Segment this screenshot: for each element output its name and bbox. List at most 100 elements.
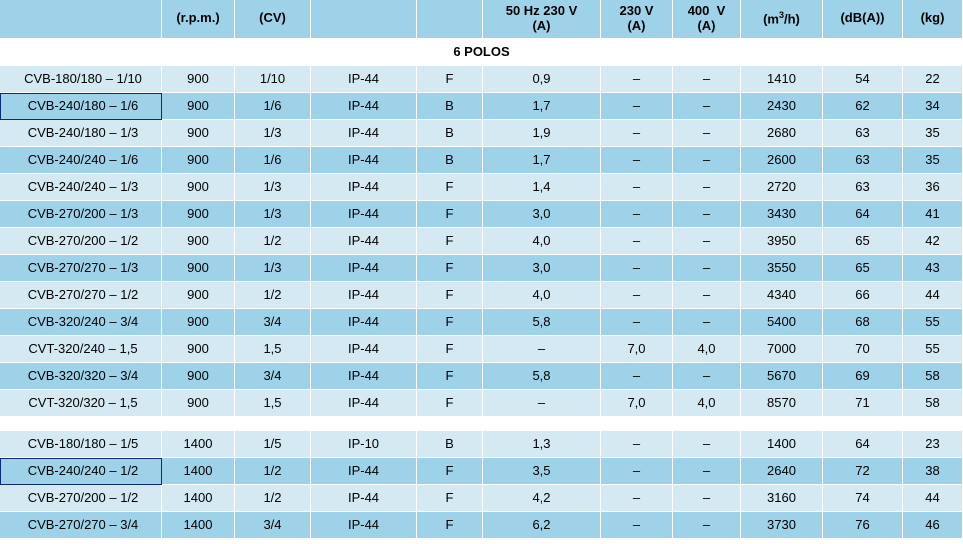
table-row: CVB-240/240 – 1/69001/6IP-44B1,7––260063… <box>0 147 963 174</box>
data-cell: 4,0 <box>673 336 741 363</box>
data-cell: – <box>673 93 741 120</box>
data-cell: 72 <box>823 458 903 485</box>
data-cell: IP-44 <box>311 485 417 512</box>
data-cell: 1410 <box>741 66 823 93</box>
data-cell: 44 <box>903 485 963 512</box>
data-cell: – <box>673 201 741 228</box>
model-cell: CVB-270/200 – 1/2 <box>0 228 162 255</box>
data-cell: – <box>673 309 741 336</box>
data-cell: 900 <box>162 147 235 174</box>
data-cell: 1,5 <box>235 336 311 363</box>
data-cell: 71 <box>823 390 903 417</box>
data-cell: 3/4 <box>235 512 311 539</box>
model-cell: CVB-240/240 – 1/2 <box>0 458 162 485</box>
data-cell: F <box>417 255 483 282</box>
data-cell: 1/10 <box>235 66 311 93</box>
data-cell: 43 <box>903 255 963 282</box>
data-cell: – <box>601 201 673 228</box>
table-row: CVB-240/180 – 1/39001/3IP-44B1,9––268063… <box>0 120 963 147</box>
data-cell: 1400 <box>162 512 235 539</box>
data-cell: 4,0 <box>673 390 741 417</box>
data-cell: B <box>417 431 483 458</box>
table-header: (r.p.m.)(CV)50 Hz 230 V(A)230 V(A)400 V(… <box>0 0 963 39</box>
data-cell: 900 <box>162 174 235 201</box>
data-cell: IP-44 <box>311 174 417 201</box>
data-cell: – <box>673 174 741 201</box>
model-cell: CVB-180/180 – 1/10 <box>0 66 162 93</box>
data-cell: 1,9 <box>483 120 601 147</box>
data-cell: 900 <box>162 390 235 417</box>
data-cell: – <box>673 458 741 485</box>
model-cell: CVB-270/270 – 1/3 <box>0 255 162 282</box>
table-row: CVT-320/320 – 1,59001,5IP-44F–7,04,08570… <box>0 390 963 417</box>
data-cell: 1400 <box>741 431 823 458</box>
table-row: CVB-180/180 – 1/514001/5IP-10B1,3––14006… <box>0 431 963 458</box>
col-header-10: (kg) <box>903 0 963 39</box>
model-cell: CVB-240/180 – 1/6 <box>0 93 162 120</box>
data-cell: 55 <box>903 336 963 363</box>
data-cell: – <box>673 120 741 147</box>
data-cell: IP-44 <box>311 512 417 539</box>
data-cell: – <box>601 282 673 309</box>
data-cell: 900 <box>162 228 235 255</box>
data-cell: B <box>417 147 483 174</box>
data-cell: 44 <box>903 282 963 309</box>
data-cell: IP-10 <box>311 431 417 458</box>
table-row: CVB-270/270 – 1/29001/2IP-44F4,0––434066… <box>0 282 963 309</box>
data-cell: 7,0 <box>601 390 673 417</box>
data-cell: 76 <box>823 512 903 539</box>
data-cell: 900 <box>162 255 235 282</box>
data-cell: 3950 <box>741 228 823 255</box>
data-cell: 35 <box>903 120 963 147</box>
model-cell: CVB-320/320 – 3/4 <box>0 363 162 390</box>
table-row: CVB-270/270 – 1/39001/3IP-44F3,0––355065… <box>0 255 963 282</box>
data-cell: 3,0 <box>483 255 601 282</box>
data-cell: 1400 <box>162 431 235 458</box>
section-title: 6 POLOS <box>0 39 963 66</box>
data-cell: 4,0 <box>483 282 601 309</box>
data-cell: 2430 <box>741 93 823 120</box>
data-cell: – <box>601 120 673 147</box>
data-cell: 4,0 <box>483 228 601 255</box>
row-gap <box>0 417 963 431</box>
data-cell: – <box>601 512 673 539</box>
data-cell: F <box>417 174 483 201</box>
data-cell: 70 <box>823 336 903 363</box>
data-cell: 900 <box>162 282 235 309</box>
col-header-3 <box>311 0 417 39</box>
col-header-9: (dB(A)) <box>823 0 903 39</box>
data-cell: 74 <box>823 485 903 512</box>
data-cell: 41 <box>903 201 963 228</box>
data-cell: – <box>483 390 601 417</box>
data-cell: 6,2 <box>483 512 601 539</box>
data-cell: F <box>417 390 483 417</box>
data-cell: IP-44 <box>311 458 417 485</box>
data-cell: B <box>417 93 483 120</box>
data-cell: IP-44 <box>311 228 417 255</box>
data-cell: 1,3 <box>483 431 601 458</box>
table-row: CVB-320/240 – 3/49003/4IP-44F5,8––540068… <box>0 309 963 336</box>
data-cell: 3/4 <box>235 363 311 390</box>
data-cell: 2600 <box>741 147 823 174</box>
data-cell: – <box>601 363 673 390</box>
table-row: CVB-240/240 – 1/214001/2IP-44F3,5––26407… <box>0 458 963 485</box>
data-cell: 2640 <box>741 458 823 485</box>
model-cell: CVT-320/240 – 1,5 <box>0 336 162 363</box>
data-cell: 7000 <box>741 336 823 363</box>
col-header-7: 400 V(A) <box>673 0 741 39</box>
col-header-1: (r.p.m.) <box>162 0 235 39</box>
data-cell: 68 <box>823 309 903 336</box>
data-cell: 1/3 <box>235 255 311 282</box>
data-cell: 3/4 <box>235 309 311 336</box>
model-cell: CVB-240/240 – 1/6 <box>0 147 162 174</box>
data-cell: 42 <box>903 228 963 255</box>
data-cell: 36 <box>903 174 963 201</box>
data-cell: 1,5 <box>235 390 311 417</box>
data-cell: 3730 <box>741 512 823 539</box>
data-cell: IP-44 <box>311 120 417 147</box>
data-cell: F <box>417 336 483 363</box>
data-cell: IP-44 <box>311 66 417 93</box>
data-cell: 5,8 <box>483 309 601 336</box>
data-cell: 1/3 <box>235 120 311 147</box>
table-body: 6 POLOSCVB-180/180 – 1/109001/10IP-44F0,… <box>0 39 963 539</box>
